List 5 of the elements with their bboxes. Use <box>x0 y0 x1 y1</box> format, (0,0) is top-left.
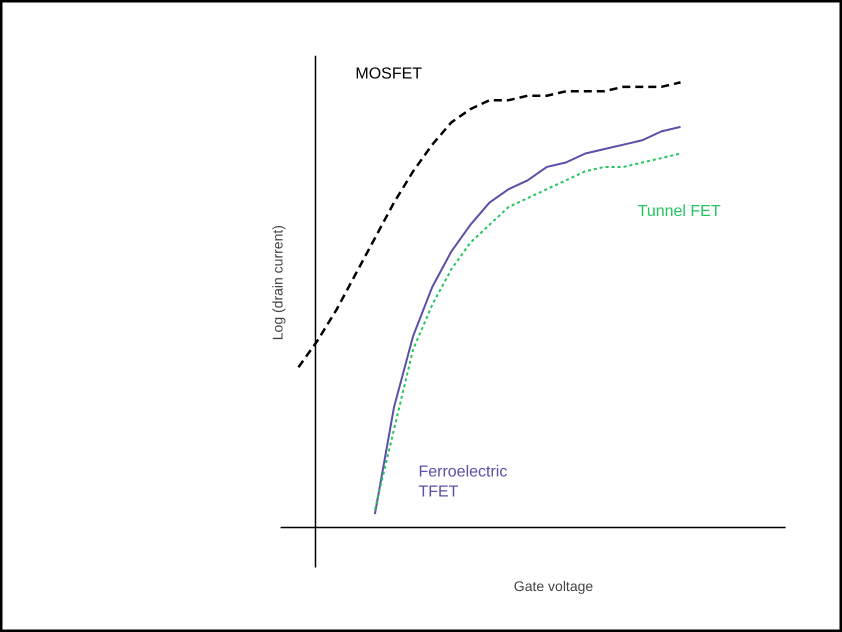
y-axis-title: Log (drain current) <box>269 225 286 340</box>
text: MOSFET <box>355 65 422 82</box>
x-axis-title: Gate voltage <box>514 578 594 594</box>
text: Tunnel FET <box>638 202 721 220</box>
text: Ferroelectric TFET <box>418 463 508 501</box>
